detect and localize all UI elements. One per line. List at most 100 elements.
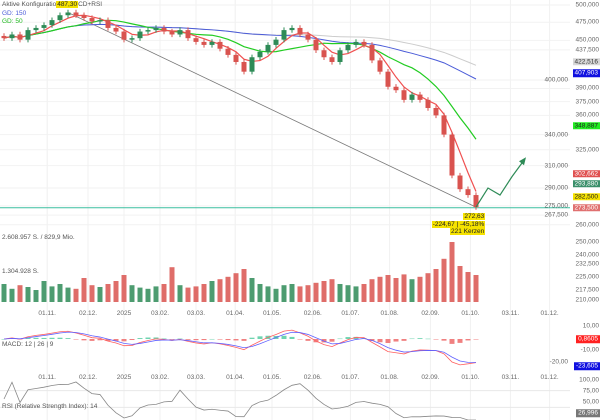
price-badge: 422,516	[572, 57, 600, 66]
macd-histogram-bar	[329, 339, 335, 342]
y-tick-label: 375,000	[575, 97, 600, 105]
signal-line	[3, 331, 477, 363]
macd-histogram-bar	[217, 339, 223, 340]
candle	[145, 30, 151, 32]
volume-bar	[313, 282, 319, 302]
candle	[441, 115, 447, 135]
candle	[169, 31, 175, 35]
candle	[153, 27, 159, 31]
macd-histogram-bar	[465, 339, 471, 341]
macd-histogram-bar	[121, 339, 127, 342]
x-tick-label: 02.12.	[78, 310, 98, 317]
x-tick-label: 03.11.	[501, 374, 520, 381]
candle	[401, 90, 407, 100]
y-tick-label: 360,000	[575, 111, 600, 119]
y-tick-label: 260,000	[575, 220, 600, 228]
y-tick-label: 290,000	[544, 184, 569, 192]
x-tick-label: 2025	[116, 310, 132, 317]
volume-bar	[385, 275, 391, 302]
volume-bar	[241, 269, 247, 302]
candle	[265, 44, 271, 52]
candle	[33, 27, 39, 31]
volume-bar	[305, 285, 311, 302]
macd-histogram-bar	[113, 339, 119, 341]
volume-bar	[81, 278, 87, 302]
volume-bar	[425, 273, 431, 302]
candle	[137, 31, 143, 39]
volume-bar	[457, 266, 463, 302]
volume-bar	[65, 287, 71, 302]
macd-histogram-bar	[321, 339, 327, 343]
y-tick-label: 450,000	[575, 36, 600, 44]
y-tick-label: 390,000	[575, 84, 600, 92]
candle	[313, 39, 319, 51]
macd-histogram-bar	[97, 339, 103, 341]
macd-histogram-bar	[401, 339, 407, 341]
volume-bar	[41, 281, 47, 302]
candle	[353, 41, 359, 45]
x-tick-label: 01.04.	[226, 374, 245, 381]
volume-tick-label: 240,000	[575, 251, 600, 259]
x-tick-label: 01.04.	[226, 310, 245, 317]
x-tick-label: 03.03.	[186, 310, 206, 317]
volume-bar	[137, 287, 143, 302]
gd50-line	[3, 19, 477, 140]
x-tick-label: 03.11.	[501, 310, 520, 317]
macd-histogram-bar	[433, 339, 439, 340]
volume-bar	[209, 281, 215, 302]
measure-price: 272,63	[463, 213, 486, 220]
volume-bar	[17, 285, 23, 302]
volume-tick-label: 210,000	[575, 296, 600, 304]
volume-bar	[233, 273, 239, 302]
projection-line	[475, 159, 525, 208]
candle	[9, 34, 15, 39]
macd-histogram-bar	[33, 337, 39, 339]
macd-label: MACD: 12 | 26 | 9	[2, 341, 54, 348]
candle	[369, 44, 375, 61]
candle	[257, 51, 263, 58]
candle	[393, 86, 399, 91]
macd-tick-label: 10,00	[582, 322, 599, 330]
volume-bar	[1, 284, 7, 302]
volume-bar	[353, 286, 359, 302]
x-tick-label: 01.12.	[540, 310, 559, 317]
candle	[185, 30, 191, 39]
volume-bar	[265, 286, 271, 302]
macd-histogram-bar	[369, 339, 375, 341]
macd-histogram-bar	[89, 339, 95, 341]
x-tick-label: 01.05.	[262, 310, 282, 317]
rsi-label: RSI (Relative Strength Index): 14	[2, 403, 98, 410]
y-tick-label: 275,000	[544, 202, 569, 210]
candle	[97, 20, 103, 22]
candle	[425, 99, 431, 108]
price-badge: 273,500	[572, 203, 600, 212]
rsi-tick-label: 50,00	[582, 398, 599, 406]
volume-tick-label: 232,500	[575, 260, 600, 268]
volume-bar	[225, 276, 231, 302]
y-tick-label: 475,000	[575, 18, 600, 26]
macd-histogram-bar	[393, 339, 399, 342]
candle	[89, 18, 95, 22]
volume-tick-label: 225,000	[575, 273, 600, 281]
volume-bar	[441, 258, 447, 302]
volume-bar	[201, 284, 207, 302]
volume-bar	[145, 288, 151, 302]
volume-max-label: 1.304.928 S.	[2, 268, 39, 275]
price-tag: 487,30	[56, 1, 79, 8]
volume-bar	[281, 285, 287, 302]
candle	[209, 41, 215, 45]
legend-gd150: GD: 150	[2, 10, 27, 17]
volume-bar	[153, 286, 159, 302]
candle	[297, 27, 303, 35]
volume-bar	[273, 288, 279, 302]
macd-histogram-bar	[233, 339, 239, 341]
macd-histogram-bar	[105, 339, 111, 342]
macd-badge: 0,8605	[576, 335, 600, 343]
x-tick-label: 03.02.	[150, 374, 170, 381]
macd-histogram-bar	[409, 338, 415, 340]
volume-bar	[105, 284, 111, 302]
candle	[233, 54, 239, 62]
title-text-b: CD+RSI	[78, 1, 103, 8]
candle	[457, 175, 463, 190]
